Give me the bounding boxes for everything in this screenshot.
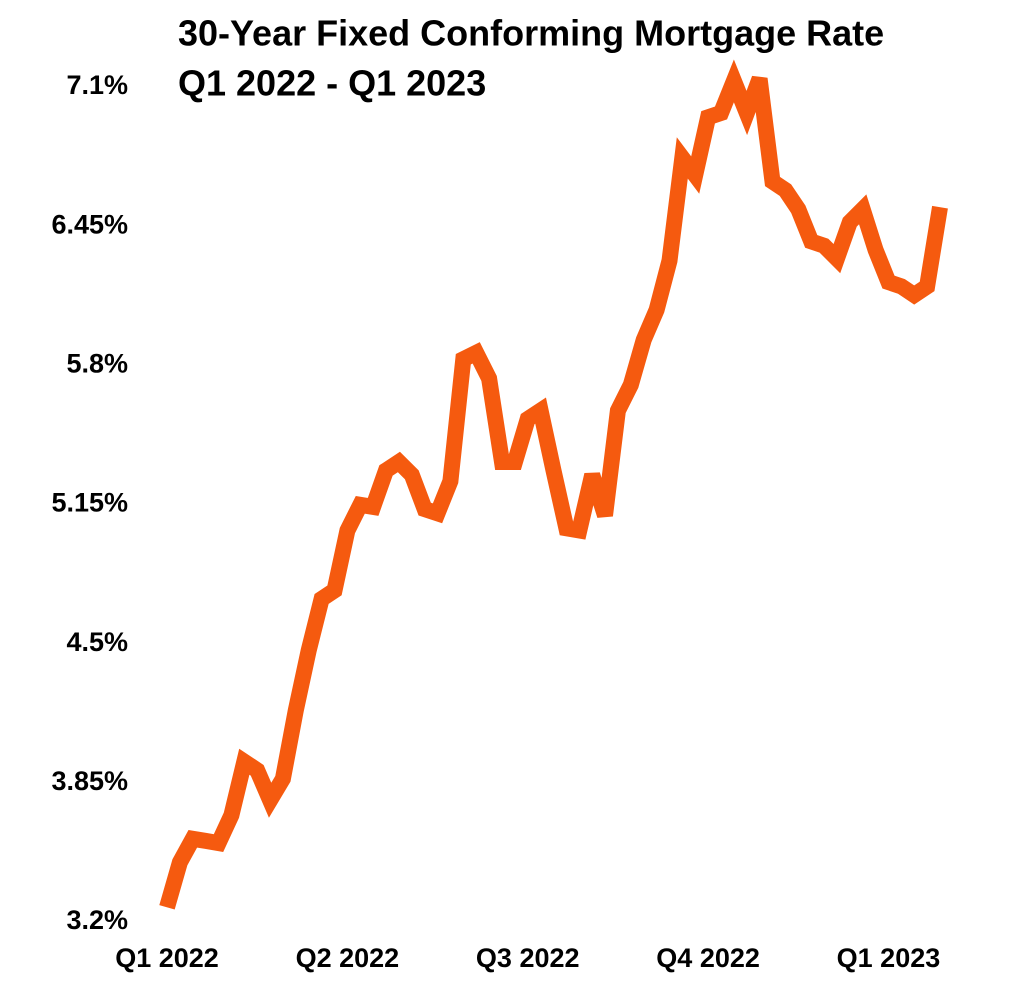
line <box>159 59 948 910</box>
y-tick-label: 5.15% <box>51 488 128 518</box>
y-tick-label: 6.45% <box>51 209 128 239</box>
x-tick-label: Q3 2022 <box>476 943 580 973</box>
y-tick-label: 4.5% <box>66 627 128 657</box>
chart-title: 30-Year Fixed Conforming Mortgage Rate <box>178 13 884 54</box>
y-tick-label: 3.85% <box>51 766 128 796</box>
y-tick-label: 5.8% <box>66 348 128 378</box>
x-tick-label: Q4 2022 <box>656 943 760 973</box>
x-tick-label: Q1 2022 <box>115 943 219 973</box>
x-tick-label: Q1 2023 <box>837 943 941 973</box>
y-tick-label: 3.2% <box>66 905 128 935</box>
y-tick-label: 7.1% <box>66 70 128 100</box>
chart-subtitle: Q1 2022 - Q1 2023 <box>178 63 486 104</box>
x-tick-label: Q2 2022 <box>296 943 400 973</box>
